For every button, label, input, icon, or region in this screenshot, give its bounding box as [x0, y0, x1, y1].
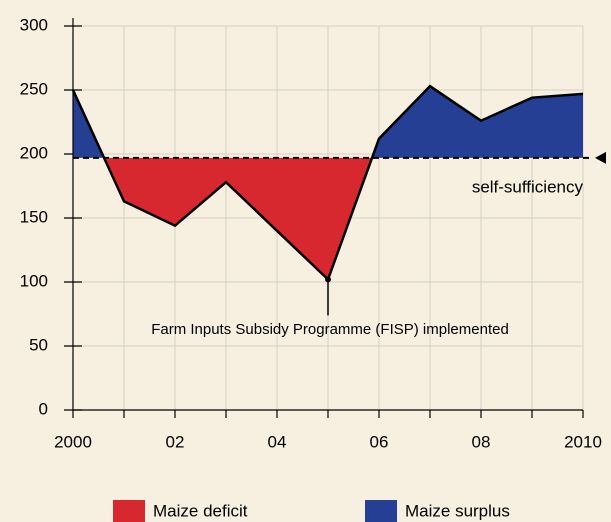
legend-label: Maize deficit	[153, 501, 248, 520]
legend-label: Maize surplus	[405, 501, 510, 520]
x-tick-label: 2010	[564, 432, 602, 451]
area-below	[73, 157, 583, 280]
x-tick-label: 04	[268, 432, 287, 451]
y-tick-label: 300	[20, 15, 48, 34]
legend-swatch	[113, 500, 145, 522]
y-tick-label: 100	[20, 271, 48, 290]
threshold-label: self-sufficiency	[472, 177, 584, 196]
y-tick-label: 250	[20, 79, 48, 98]
legend-swatch	[365, 500, 397, 522]
y-tick-label: 50	[29, 335, 48, 354]
y-tick-label: 0	[39, 399, 48, 418]
x-tick-label: 02	[166, 432, 185, 451]
annotation-dot	[325, 276, 331, 283]
y-tick-label: 200	[20, 143, 48, 162]
annotation: Farm Inputs Subsidy Programme (FISP) imp…	[151, 321, 509, 338]
x-tick-label: 2000	[54, 432, 92, 451]
threshold-marker	[595, 151, 606, 164]
y-tick-label: 150	[20, 207, 48, 226]
x-tick-label: 08	[472, 432, 491, 451]
x-tick-label: 06	[370, 432, 389, 451]
